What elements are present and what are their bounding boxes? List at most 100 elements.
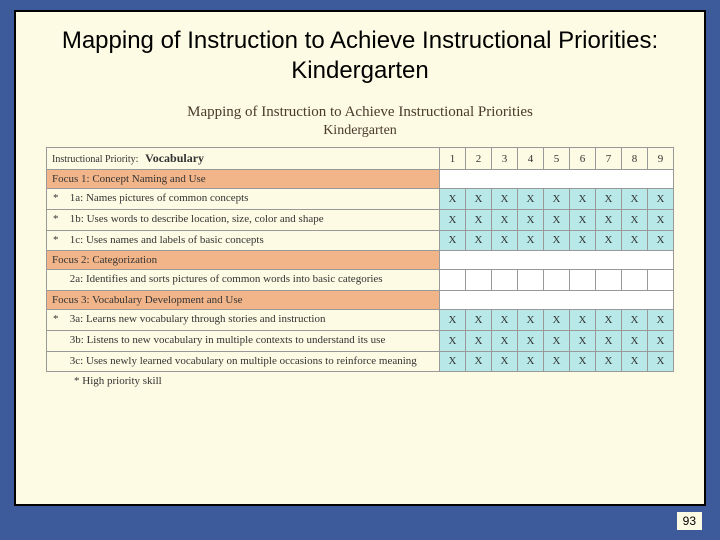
cell: X <box>492 189 518 210</box>
cell: X <box>492 310 518 331</box>
star-icon: * <box>53 313 67 327</box>
cell: X <box>648 351 674 372</box>
cell: X <box>466 189 492 210</box>
row-code: 3a: <box>70 313 83 325</box>
cell: X <box>570 330 596 351</box>
cell: X <box>492 351 518 372</box>
focus-1-row: Focus 1: Concept Naming and Use <box>47 170 674 189</box>
cell: X <box>440 189 466 210</box>
col-4: 4 <box>518 148 544 170</box>
priority-table: Instructional Priority: Vocabulary 1 2 3… <box>46 147 674 372</box>
row-1a-desc: * 1a: Names pictures of common concepts <box>47 189 440 210</box>
cell: X <box>492 330 518 351</box>
col-9: 9 <box>648 148 674 170</box>
row-2a-desc: 2a: Identifies and sorts pictures of com… <box>47 270 440 291</box>
cell: X <box>570 310 596 331</box>
cell: X <box>466 230 492 251</box>
col-5: 5 <box>544 148 570 170</box>
row-code: 1a: <box>70 192 83 204</box>
cell: X <box>440 310 466 331</box>
star-icon: * <box>53 213 67 227</box>
cell <box>570 270 596 291</box>
cell: X <box>622 230 648 251</box>
cell: X <box>466 209 492 230</box>
row-3a-desc: * 3a: Learns new vocabulary through stor… <box>47 310 440 331</box>
focus-2-blank <box>440 251 674 270</box>
cell <box>466 270 492 291</box>
cell <box>596 270 622 291</box>
cell: X <box>518 230 544 251</box>
cell <box>440 270 466 291</box>
col-1: 1 <box>440 148 466 170</box>
row-code: 1b: <box>70 213 84 225</box>
cell: X <box>466 351 492 372</box>
chart-title: Mapping of Instruction to Achieve Instru… <box>46 104 674 121</box>
row-3c: 3c: Uses newly learned vocabulary on mul… <box>47 351 674 372</box>
row-1c: * 1c: Uses names and labels of basic con… <box>47 230 674 251</box>
cell <box>622 270 648 291</box>
cell: X <box>544 310 570 331</box>
cell <box>518 270 544 291</box>
star-icon: * <box>53 192 67 206</box>
cell: X <box>596 209 622 230</box>
cell: X <box>648 209 674 230</box>
cell: X <box>622 351 648 372</box>
cell: X <box>440 230 466 251</box>
row-3a: * 3a: Learns new vocabulary through stor… <box>47 310 674 331</box>
row-code: 1c: <box>70 234 83 246</box>
row-text: Names pictures of common concepts <box>86 192 249 204</box>
row-3b: 3b: Listens to new vocabulary in multipl… <box>47 330 674 351</box>
focus-2-row: Focus 2: Categorization <box>47 251 674 270</box>
row-text: Uses words to describe location, size, c… <box>87 213 324 225</box>
col-8: 8 <box>622 148 648 170</box>
row-3b-desc: 3b: Listens to new vocabulary in multipl… <box>47 330 440 351</box>
cell: X <box>596 189 622 210</box>
cell: X <box>518 351 544 372</box>
focus-3-label: Focus 3: Vocabulary Development and Use <box>47 291 440 310</box>
cell: X <box>648 310 674 331</box>
col-6: 6 <box>570 148 596 170</box>
cell: X <box>440 209 466 230</box>
row-text: Uses newly learned vocabulary on multipl… <box>86 355 417 367</box>
focus-1-blank <box>440 170 674 189</box>
col-3: 3 <box>492 148 518 170</box>
cell <box>492 270 518 291</box>
cell: X <box>492 209 518 230</box>
row-1b: * 1b: Uses words to describe location, s… <box>47 209 674 230</box>
row-text: Uses names and labels of basic concepts <box>86 234 264 246</box>
row-2a: 2a: Identifies and sorts pictures of com… <box>47 270 674 291</box>
cell: X <box>596 351 622 372</box>
cell: X <box>466 330 492 351</box>
chart-subtitle: Kindergarten <box>46 123 674 139</box>
cell: X <box>596 310 622 331</box>
cell: X <box>440 330 466 351</box>
cell: X <box>518 209 544 230</box>
cell: X <box>622 310 648 331</box>
cell: X <box>544 230 570 251</box>
cell: X <box>570 351 596 372</box>
cell <box>544 270 570 291</box>
cell: X <box>544 189 570 210</box>
focus-2-label: Focus 2: Categorization <box>47 251 440 270</box>
cell: X <box>648 230 674 251</box>
row-code: 3b: <box>70 334 84 346</box>
cell: X <box>518 310 544 331</box>
cell: X <box>440 351 466 372</box>
focus-1-label: Focus 1: Concept Naming and Use <box>47 170 440 189</box>
row-1b-desc: * 1b: Uses words to describe location, s… <box>47 209 440 230</box>
row-code: 2a: <box>70 273 83 285</box>
cell: X <box>492 230 518 251</box>
cell: X <box>544 330 570 351</box>
cell: X <box>648 330 674 351</box>
cell: X <box>466 310 492 331</box>
cell: X <box>622 189 648 210</box>
cell: X <box>518 189 544 210</box>
cell: X <box>622 330 648 351</box>
cell: X <box>596 330 622 351</box>
focus-3-blank <box>440 291 674 310</box>
star-icon: * <box>53 234 67 248</box>
col-2: 2 <box>466 148 492 170</box>
slide-title: Mapping of Instruction to Achieve Instru… <box>16 12 704 94</box>
row-text: Listens to new vocabulary in multiple co… <box>87 334 386 346</box>
cell: X <box>622 209 648 230</box>
